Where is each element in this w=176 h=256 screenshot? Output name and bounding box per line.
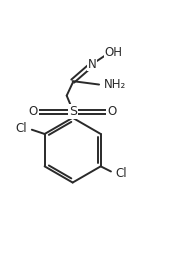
Text: Cl: Cl	[15, 122, 27, 135]
Text: O: O	[107, 105, 117, 118]
Text: O: O	[29, 105, 38, 118]
Text: Cl: Cl	[115, 167, 127, 180]
Text: OH: OH	[105, 46, 122, 59]
Text: S: S	[69, 105, 77, 118]
Text: N: N	[88, 58, 97, 71]
Text: NH₂: NH₂	[104, 78, 126, 91]
